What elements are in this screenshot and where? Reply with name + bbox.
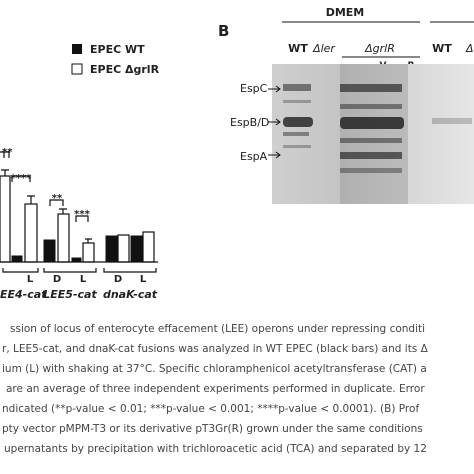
lane-label: L <box>27 274 34 285</box>
significance: ** <box>52 193 63 204</box>
arrow <box>268 151 281 159</box>
legend-swatch <box>71 63 83 75</box>
group-label: dnaK-cat <box>103 288 158 301</box>
lane-label: WT <box>432 42 452 55</box>
group-label: LEE5-cat <box>43 288 97 301</box>
legend-label: EPEC WT <box>90 43 145 56</box>
header: DMEM <box>326 6 365 19</box>
lane-label: WT <box>288 42 308 55</box>
caption-line: pty vector pMPM-T3 or its derivative pT3… <box>2 423 423 435</box>
lane-label: Δler <box>312 42 336 55</box>
group-label: EE4-cat <box>0 288 47 301</box>
bars <box>0 151 158 273</box>
caption-line: are an average of three independent expe… <box>6 383 425 395</box>
legend-swatch <box>72 44 82 54</box>
significance: **** <box>11 173 33 184</box>
lane-label: D <box>53 274 61 285</box>
lane-label: ΔgrlR <box>364 42 395 55</box>
arrow <box>268 118 281 126</box>
caption-line: upernatants by precipitation with trichl… <box>4 443 427 455</box>
caption-line: r, LEE5-cat, and dnaK-cat fusions was an… <box>2 343 429 355</box>
lane-label: L <box>80 274 87 285</box>
legend-label: EPEC ΔgrlR <box>90 63 160 76</box>
lane-label: Δl <box>465 42 474 55</box>
caption-line: ndicated (**p-value < 0.01; ***p-value <… <box>2 403 419 415</box>
arrow <box>268 85 281 93</box>
marker-label: EspA <box>240 150 268 163</box>
caption-line: ium (L) with shaking at 37°C. Specific c… <box>2 363 427 375</box>
caption-line: ssion of locus of enterocyte effacement … <box>10 323 425 335</box>
significance: *** <box>74 209 90 220</box>
lane-label: D <box>114 274 122 285</box>
caption: ssion of locus of enterocyte effacement … <box>2 323 429 455</box>
lane-label: L <box>140 274 147 285</box>
panel-label: B <box>218 22 229 40</box>
significance: ** <box>2 147 13 158</box>
marker-label: EspC <box>240 82 268 95</box>
gel <box>272 64 474 204</box>
marker-label: EspB/D <box>230 116 269 129</box>
